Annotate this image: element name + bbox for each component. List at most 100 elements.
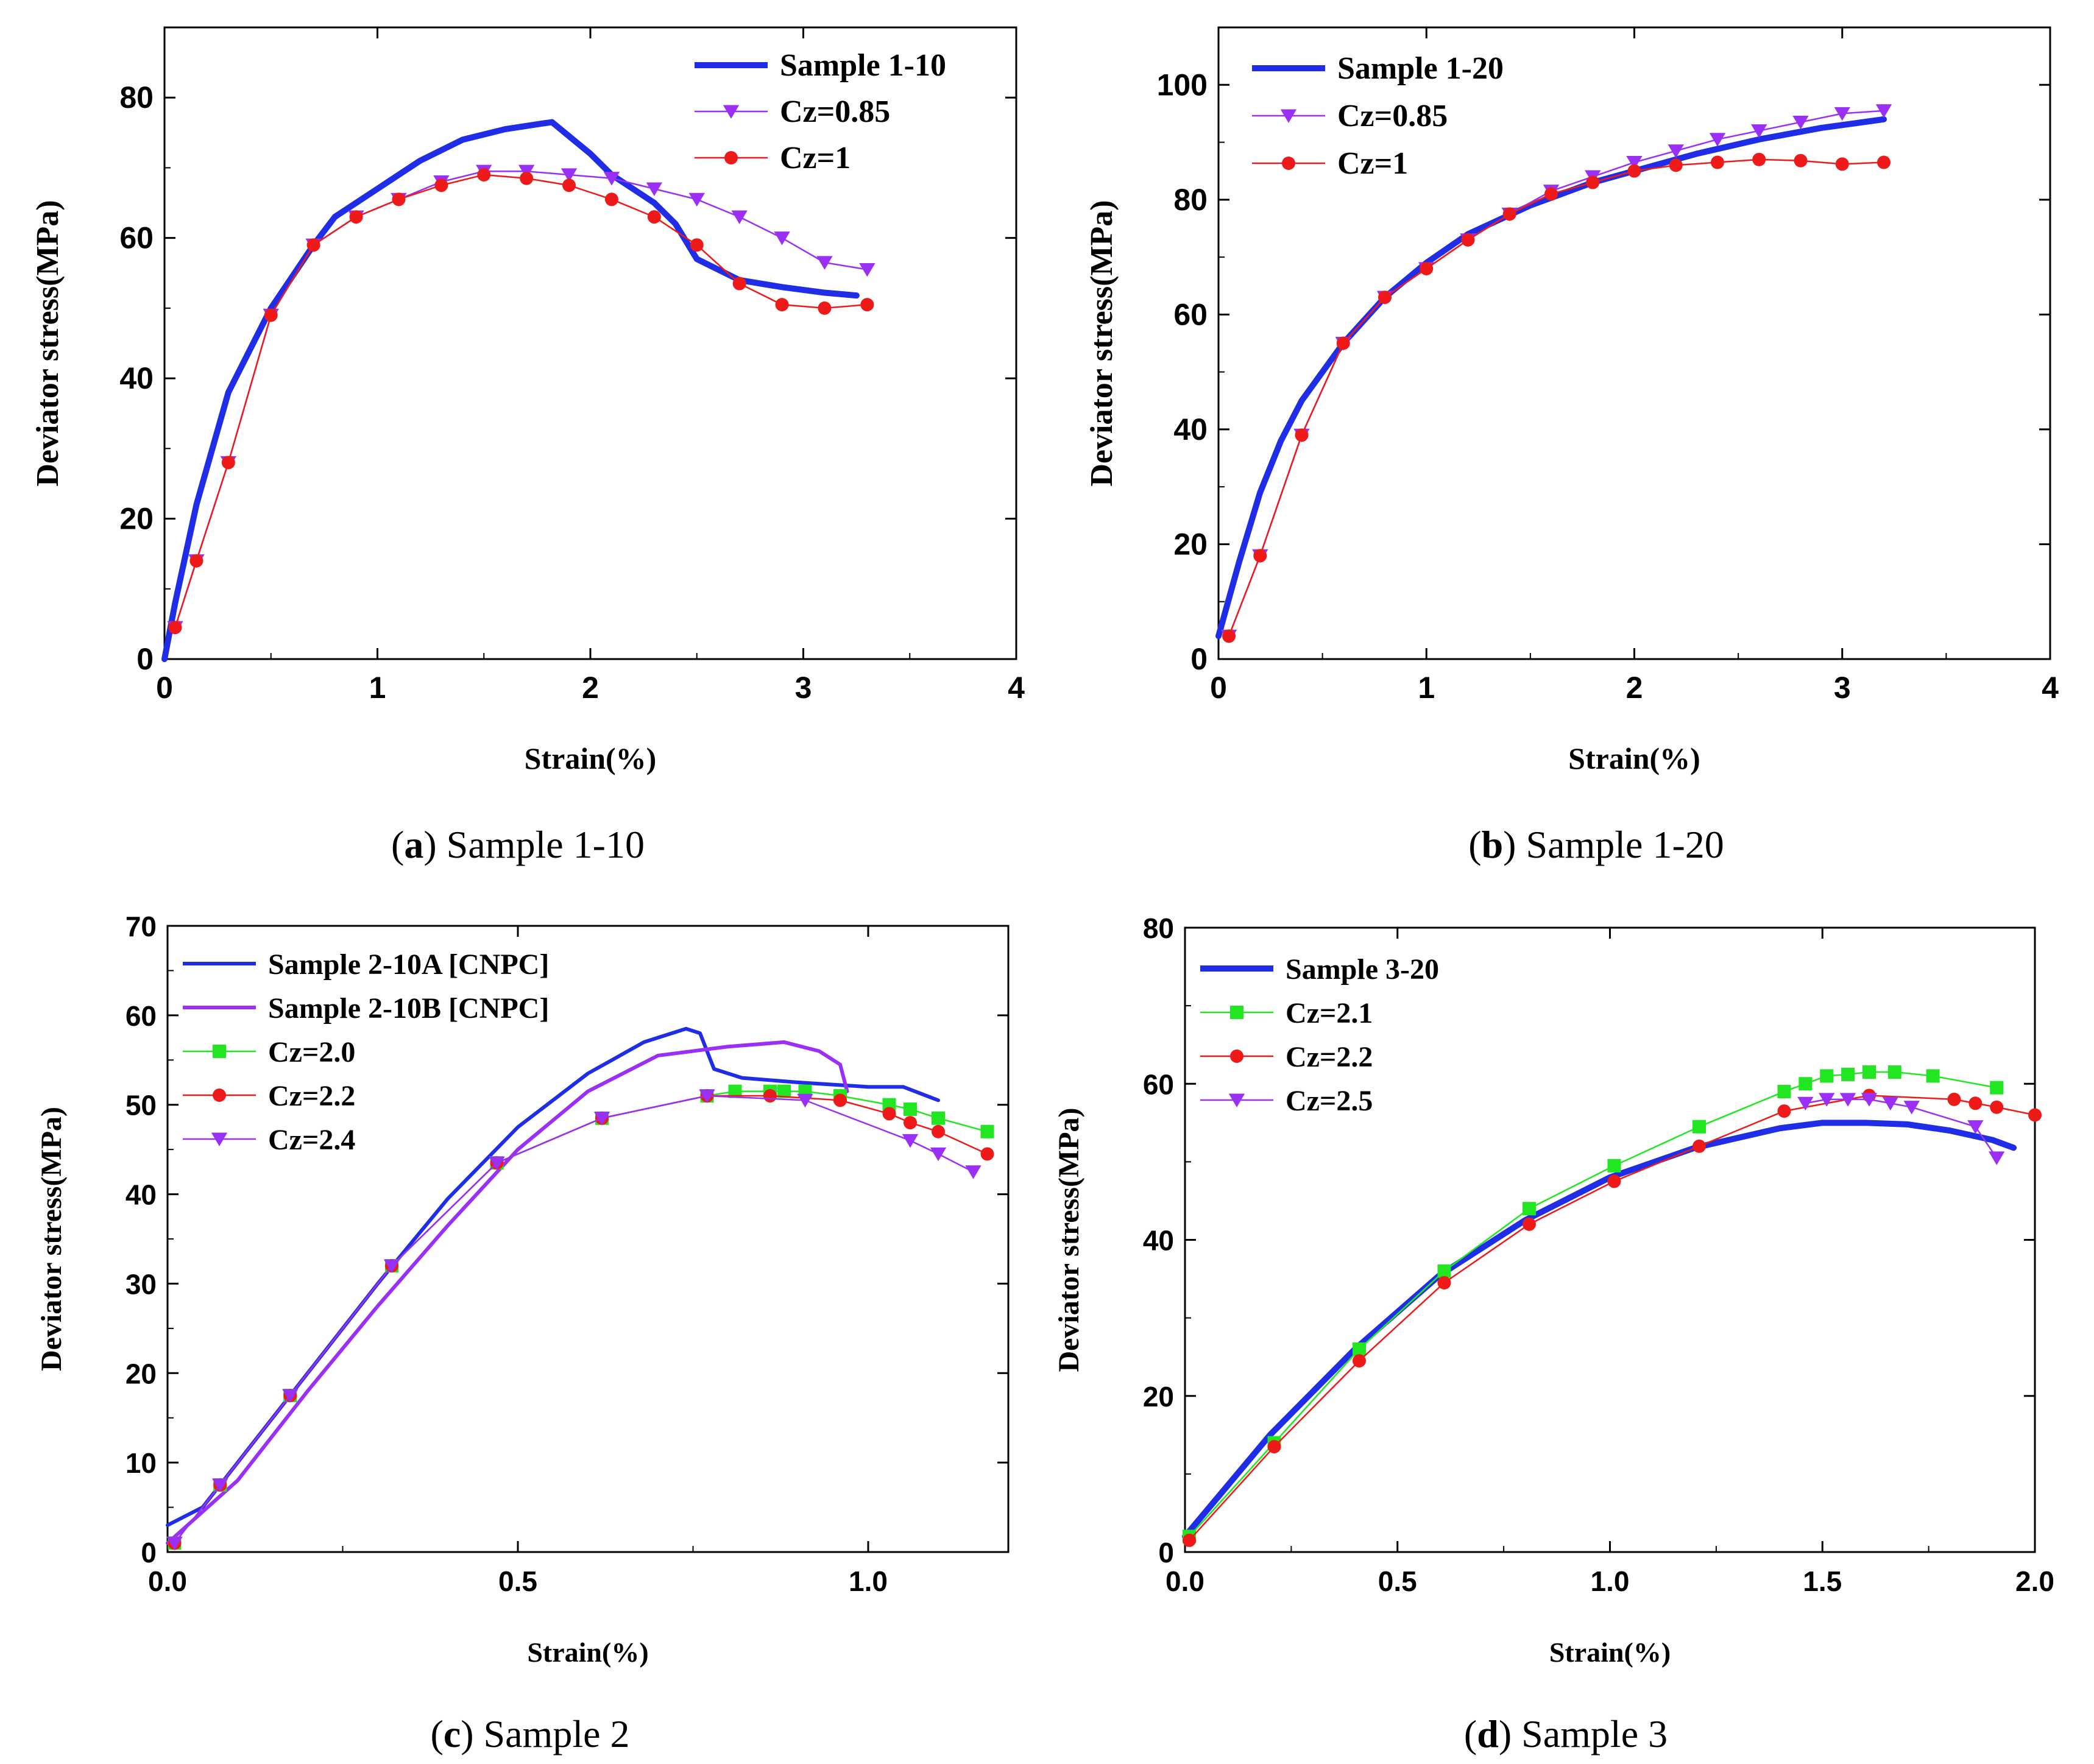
data-point — [1947, 1092, 1961, 1106]
data-point — [1522, 1202, 1536, 1216]
y-tick-label: 40 — [126, 1179, 157, 1211]
data-point — [1794, 153, 1808, 168]
legend-label: Sample 3-20 — [1286, 953, 1439, 986]
data-point — [1222, 629, 1236, 643]
legend-marker — [1280, 109, 1297, 123]
data-point — [1336, 336, 1350, 350]
data-point — [1586, 175, 1600, 189]
data-point — [189, 554, 203, 568]
data-point — [1861, 1093, 1878, 1107]
data-point — [930, 1147, 947, 1162]
data-point — [1819, 1093, 1835, 1107]
series-cz-1 — [168, 168, 874, 635]
data-point — [902, 1134, 919, 1148]
data-point — [477, 168, 491, 182]
series-sample-1-20 — [1215, 116, 1887, 640]
y-tick-label: 40 — [1143, 1225, 1174, 1257]
legend-marker — [211, 1132, 228, 1146]
data-point — [604, 192, 618, 206]
y-tick-label: 50 — [126, 1090, 157, 1121]
data-point — [777, 1084, 791, 1098]
data-point — [965, 1165, 982, 1179]
legend-label: Cz=1 — [1337, 146, 1408, 181]
data-point — [1627, 164, 1641, 178]
data-point — [728, 1084, 742, 1098]
caption-c-text: Sample 2 — [473, 1712, 630, 1755]
data-point — [1752, 152, 1766, 166]
y-tick-label: 60 — [126, 1000, 157, 1032]
chart-panel-c: 0.0 0.5 1.0 0 10 20 30 40 50 60 70 Strain(%) Deviato… — [35, 911, 1010, 1668]
data-point — [904, 1102, 917, 1117]
x-tick-label: 1.5 — [1803, 1565, 1842, 1597]
x-tick-label: 1 — [369, 671, 386, 705]
series-line — [174, 174, 868, 629]
series-cz-2-4 — [166, 1089, 982, 1551]
data-point — [1882, 1096, 1899, 1111]
caption-a-letter: a — [404, 823, 424, 866]
data-point — [1903, 1101, 1920, 1115]
data-point — [1182, 1533, 1196, 1547]
legend-marker — [1282, 157, 1295, 170]
caption-b: (b) Sample 1-20 — [1468, 823, 1724, 866]
legend-marker — [213, 1045, 226, 1058]
data-point — [1378, 291, 1392, 305]
x-tick-label: 3 — [795, 671, 812, 705]
data-point — [1626, 155, 1643, 170]
data-point — [732, 277, 746, 291]
data-point — [646, 182, 663, 196]
data-point — [904, 1116, 917, 1130]
data-point — [1834, 107, 1850, 121]
y-tick-label: 20 — [126, 1358, 157, 1389]
data-point — [932, 1111, 945, 1125]
data-point — [1792, 115, 1809, 130]
x-tick-label: 1 — [1418, 671, 1435, 705]
x-axis-label: Strain(%) — [527, 1637, 648, 1668]
series-line — [1228, 158, 1885, 637]
data-point — [1887, 1065, 1901, 1079]
x-tick-label: 2 — [582, 671, 599, 705]
series-line — [1188, 1071, 1998, 1537]
series-sample-1-10 — [161, 119, 860, 662]
data-point — [1841, 1067, 1855, 1081]
data-point — [833, 1093, 847, 1107]
data-point — [816, 256, 833, 270]
data-point — [1877, 155, 1891, 169]
x-tick-label: 1.0 — [1591, 1565, 1630, 1597]
x-tick-label: 0 — [1210, 671, 1227, 705]
x-axis-label: Strain(%) — [525, 741, 657, 775]
data-point — [1835, 157, 1849, 171]
data-point — [860, 298, 874, 312]
legend-label: Cz=2.2 — [1286, 1041, 1373, 1073]
y-tick-label: 40 — [1173, 412, 1208, 446]
data-point — [690, 238, 704, 252]
x-tick-label: 4 — [1008, 671, 1025, 705]
data-point — [1668, 144, 1684, 158]
data-point — [1437, 1264, 1451, 1278]
y-tick-label: 20 — [1173, 527, 1208, 561]
data-point — [1709, 133, 1726, 147]
data-point — [1692, 1139, 1706, 1153]
legend-label: Cz=2.4 — [268, 1124, 355, 1156]
data-point — [1502, 207, 1516, 221]
series-line — [174, 170, 868, 629]
data-point — [774, 231, 790, 245]
y-tick-label: 60 — [119, 221, 154, 255]
data-point — [797, 1093, 813, 1108]
data-point — [882, 1107, 896, 1121]
data-point — [1777, 1085, 1791, 1099]
data-point — [212, 1478, 228, 1492]
data-point — [818, 301, 832, 315]
y-tick-label: 70 — [126, 911, 157, 942]
data-point — [1420, 261, 1434, 275]
legend-label: Cz=0.85 — [780, 94, 890, 129]
data-point — [1875, 104, 1892, 118]
data-point — [392, 192, 406, 206]
data-point — [1544, 187, 1558, 201]
legend-label: Cz=2.5 — [1286, 1085, 1373, 1117]
legend-label: Cz=2.2 — [268, 1080, 355, 1112]
y-tick-label: 0 — [141, 1537, 157, 1568]
y-tick-label: 40 — [119, 361, 154, 395]
y-tick-label: 0 — [1190, 642, 1208, 676]
